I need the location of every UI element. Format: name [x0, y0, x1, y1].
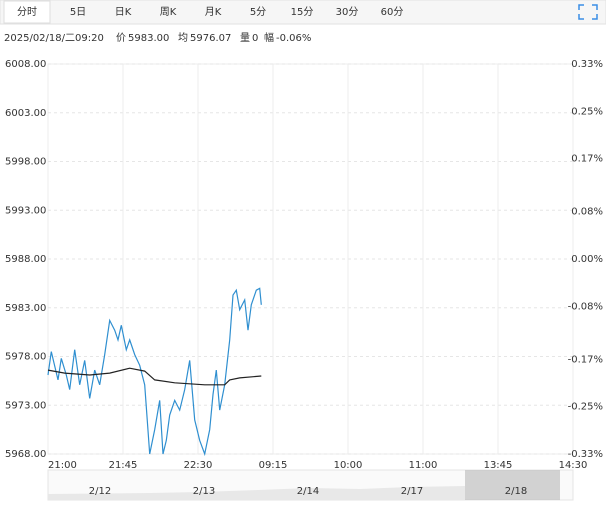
tab[interactable]: 60分 — [381, 6, 404, 18]
navigator-date: 2/14 — [297, 486, 319, 497]
tab[interactable]: 5分 — [250, 6, 266, 18]
y-tick-label: 5998.00 — [5, 157, 46, 168]
info-value: 5976.07 — [190, 33, 231, 44]
info-value: -0.06% — [276, 33, 311, 44]
x-tick-label: 13:45 — [484, 460, 513, 471]
y2-tick-label: -0.25% — [568, 402, 603, 413]
x-tick-label: 21:45 — [109, 460, 138, 471]
y-tick-label: 5983.00 — [5, 303, 46, 314]
tabs: 分时 5日 日K 周K 月K 5分 15分 30分 60分 — [17, 6, 403, 18]
y2-tick-label: -0.17% — [568, 354, 603, 365]
y2-tick-label: 0.00% — [571, 254, 603, 265]
info-label: 量 — [240, 32, 250, 44]
y-tick-label: 5993.00 — [5, 205, 46, 216]
y2-tick-label: 0.25% — [571, 106, 603, 117]
y2-tick-label: -0.08% — [568, 301, 603, 312]
y-tick-label: 5988.00 — [5, 254, 46, 265]
y2-tick-label: -0.33% — [568, 449, 603, 460]
y2-tick-label: 0.08% — [571, 207, 603, 218]
tab[interactable]: 15分 — [291, 6, 314, 18]
navigator-date: 2/18 — [505, 486, 527, 497]
x-tick-label: 09:15 — [259, 460, 288, 471]
navigator-area — [48, 486, 465, 500]
y2-tick-label: 0.33% — [571, 59, 603, 70]
x-tick-label: 22:30 — [184, 460, 213, 471]
info-time: 2025/02/18/二09:20 — [4, 33, 104, 44]
y-tick-label: 5973.00 — [5, 400, 46, 411]
x-tick-label: 10:00 — [334, 460, 363, 471]
x-tick-label: 11:00 — [409, 460, 438, 471]
navigator-date: 2/12 — [89, 486, 111, 497]
x-tick-label: 21:00 — [48, 460, 77, 471]
tab[interactable]: 30分 — [336, 6, 359, 18]
info-label: 幅 — [264, 31, 274, 44]
price-line — [47, 287, 262, 457]
info-label: 均 — [178, 32, 188, 44]
info-value: 0 — [252, 33, 258, 44]
price-line — [47, 367, 262, 386]
tab[interactable]: 分时 — [17, 6, 37, 18]
x-tick-label: 14:30 — [559, 460, 588, 471]
info-label: 价 — [116, 32, 126, 44]
tab[interactable]: 日K — [115, 7, 132, 18]
navigator-date: 2/17 — [401, 486, 423, 497]
tab-bar — [0, 0, 606, 25]
fullscreen-path[interactable] — [578, 4, 598, 20]
y-tick-label: 5968.00 — [5, 449, 46, 460]
tab[interactable]: 5日 — [70, 7, 86, 18]
tab[interactable]: 周K — [160, 6, 177, 18]
navigator-dates: 2/12 2/13 2/14 2/17 2/18 — [89, 486, 527, 497]
y-tick-label: 6003.00 — [5, 108, 46, 119]
navigator-window[interactable] — [465, 470, 560, 500]
tab[interactable]: 月K — [205, 6, 222, 18]
navigator-date: 2/13 — [193, 486, 215, 497]
y-tick-label: 6008.00 — [5, 59, 46, 70]
y2-tick-label: 0.17% — [571, 154, 603, 165]
y-tick-label: 5978.00 — [5, 352, 46, 363]
info-value: 5983.00 — [128, 33, 169, 44]
info-line: 2025/02/18/二09:20 价 5983.00 均 5976.07 量 … — [4, 31, 311, 44]
fullscreen-icon[interactable] — [578, 4, 598, 20]
tab-selected — [3, 0, 51, 24]
